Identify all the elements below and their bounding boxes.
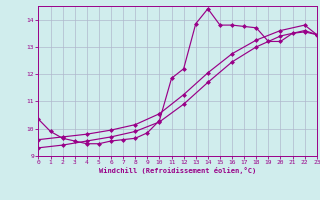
X-axis label: Windchill (Refroidissement éolien,°C): Windchill (Refroidissement éolien,°C) (99, 167, 256, 174)
